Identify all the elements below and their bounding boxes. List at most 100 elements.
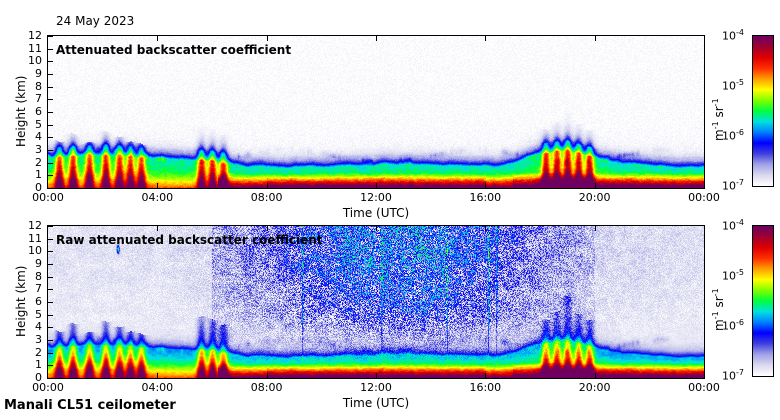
unit-m-exponent: -1 [711,311,720,320]
colorbar-tick-label: 10-6 [722,128,744,143]
ytick-mark [48,175,53,176]
ytick-label: 0 [35,371,42,384]
ytick-mark [48,302,53,303]
station-label: Manali CL51 ceilometer [4,398,176,413]
ytick-mark [48,99,53,100]
unit-m: m [712,319,726,331]
xtick-label: 20:00 [578,191,611,204]
xtick-mark [267,183,268,188]
xtick-mark [485,183,486,188]
colorbar-tick-label: 10-5 [722,268,744,283]
ytick-label: 4 [35,320,42,334]
ytick-mark [48,125,53,126]
ytick-label: 9 [35,67,42,80]
colorbar-panel-2-unit: m-1 sr-1 [711,288,726,331]
ytick-label: 2 [35,155,42,169]
date-label: 24 May 2023 [56,14,135,28]
xtick-label: 00:00 [688,381,720,394]
ytick-mark [48,251,53,252]
colorbar-tick-label: 10-5 [722,78,744,93]
xtick-mark [157,373,158,378]
xtick-mark [157,183,158,188]
ytick-mark [48,239,53,240]
unit-sr: sr [712,296,726,312]
ytick-label: 8 [35,79,42,93]
ytick-mark [48,49,53,50]
ytick-label: 12 [28,219,42,232]
xtick-label: 12:00 [360,381,392,394]
xtick-label: 08:00 [250,191,283,204]
xtick-mark [376,183,377,188]
xtick-mark [157,36,158,41]
xtick-mark [485,226,486,231]
ytick-label: 5 [35,307,42,321]
xtick-label: 00:00 [32,191,64,204]
xtick-mark [485,373,486,378]
ytick-mark [48,340,53,341]
ytick-label: 7 [35,92,42,106]
xtick-label: 04:00 [141,381,174,394]
ytick-mark [48,188,53,189]
ytick-mark [48,353,53,354]
xtick-mark [595,373,596,378]
ytick-label: 7 [35,282,42,296]
ytick-mark [48,36,53,37]
ytick-mark [48,315,53,316]
colorbar-panel-2-gradient [753,226,773,376]
xtick-mark [267,226,268,231]
colorbar-panel-2 [752,225,774,377]
ytick-mark [48,365,53,366]
xtick-label: 12:00 [360,191,392,204]
colorbar-panel-1-gradient [753,36,773,186]
ytick-label: 6 [35,295,42,308]
ytick-label: 0 [35,181,42,194]
panel-raw-attenuated-backscatter-xlabel: Time (UTC) [342,396,410,410]
xtick-mark [595,183,596,188]
panel-raw-attenuated-backscatter-image [48,226,704,378]
ytick-mark [48,264,53,265]
xtick-label: 00:00 [32,381,64,394]
ytick-mark [48,87,53,88]
xtick-label: 20:00 [578,381,611,394]
xtick-label: 16:00 [469,191,502,204]
xtick-label: 16:00 [469,381,502,394]
xtick-mark [376,373,377,378]
ytick-mark [48,61,53,62]
panel-attenuated-backscatter-xlabel: Time (UTC) [342,206,410,220]
xtick-mark [157,226,158,231]
xtick-mark [267,373,268,378]
colorbar-tick-label: 10-4 [722,28,744,43]
panel-raw-attenuated-backscatter-frame [47,225,705,379]
ytick-mark [48,74,53,75]
xtick-mark [376,226,377,231]
panel-attenuated-backscatter-image [48,36,704,188]
panel-attenuated-backscatter-frame [47,35,705,189]
ytick-mark [48,112,53,113]
ytick-mark [48,378,53,379]
xtick-label: 08:00 [250,381,283,394]
ytick-label: 12 [28,29,42,42]
ytick-mark [48,277,53,278]
ytick-mark [48,226,53,227]
ytick-label: 6 [35,105,42,118]
ytick-label: 10 [28,54,42,68]
colorbar-panel-1 [752,35,774,187]
ytick-label: 9 [35,257,42,270]
xtick-mark [267,36,268,41]
ytick-label: 3 [35,333,42,346]
ytick-label: 4 [35,130,42,144]
ytick-label: 11 [28,231,42,245]
ytick-label: 8 [35,269,42,283]
unit-sr-exponent: -1 [711,288,720,297]
xtick-mark [595,36,596,41]
xtick-label: 04:00 [141,191,174,204]
xtick-label: 00:00 [688,191,720,204]
xtick-mark [376,36,377,41]
ytick-mark [48,289,53,290]
